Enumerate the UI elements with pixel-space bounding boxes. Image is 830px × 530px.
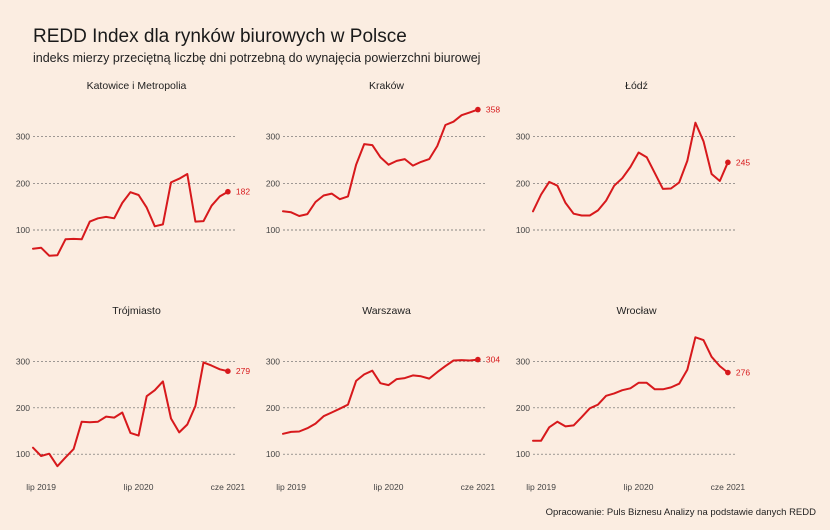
end-value-label: 182 xyxy=(236,187,250,197)
panel-krakow: Kraków 100 200 300 358 xyxy=(266,80,501,235)
y-tick-label: 300 xyxy=(516,132,530,142)
x-tick-label: lip 2019 xyxy=(276,482,306,492)
end-value-label: 304 xyxy=(486,355,500,365)
y-tick-label: 300 xyxy=(516,356,530,366)
panel-lodz: Łódź 100 200 300 245 xyxy=(516,80,751,235)
end-point xyxy=(725,369,731,376)
x-tick-label: lip 2020 xyxy=(624,482,654,492)
y-tick-label: 200 xyxy=(16,178,30,188)
y-tick-label: 100 xyxy=(266,225,280,235)
chart-title: REDD Index dla rynków biurowych w Polsce xyxy=(33,26,407,47)
end-value-label: 276 xyxy=(736,368,750,378)
series-line xyxy=(32,173,229,257)
y-tick-label: 200 xyxy=(266,403,280,413)
panel-title: Wrocław xyxy=(616,305,656,317)
y-tick-label: 100 xyxy=(516,225,530,235)
chart-subtitle: indeks mierzy przeciętną liczbę dni potr… xyxy=(33,51,481,65)
panel-katowice-i-metropolia: Katowice i Metropolia 100 200 300 182 xyxy=(16,80,250,257)
y-tick-label: 300 xyxy=(266,132,280,142)
panel-title: Trójmiasto xyxy=(112,305,161,317)
panel-wroclaw: Wrocław 100 200 300 lip 2019 lip 2020 cze 2021… xyxy=(516,305,751,492)
y-tick-label: 300 xyxy=(266,356,280,366)
end-point xyxy=(225,188,231,195)
y-tick-label: 200 xyxy=(266,178,280,188)
end-point xyxy=(475,356,481,363)
y-tick-label: 200 xyxy=(516,178,530,188)
panel-title: Kraków xyxy=(369,80,404,92)
series-line xyxy=(32,361,229,468)
y-tick-label: 100 xyxy=(16,449,30,459)
y-tick-label: 200 xyxy=(16,403,30,413)
series-line xyxy=(282,108,479,217)
y-tick-label: 100 xyxy=(16,225,30,235)
x-tick-label: cze 2021 xyxy=(711,482,746,492)
end-value-label: 279 xyxy=(236,366,250,376)
end-value-label: 245 xyxy=(736,157,750,167)
series-line xyxy=(532,121,729,217)
x-tick-label: lip 2020 xyxy=(124,482,154,492)
panel-title: Katowice i Metropolia xyxy=(87,80,187,92)
end-point xyxy=(225,368,231,374)
y-tick-label: 300 xyxy=(16,132,30,142)
y-tick-label: 100 xyxy=(516,449,530,459)
x-tick-label: lip 2019 xyxy=(26,482,56,492)
y-tick-label: 100 xyxy=(266,449,280,459)
source-caption: Opracowanie: Puls Biznesu Analizy na pod… xyxy=(545,507,816,518)
x-tick-label: lip 2019 xyxy=(526,482,556,492)
x-tick-label: cze 2021 xyxy=(461,482,496,492)
end-point xyxy=(475,106,481,113)
y-tick-label: 300 xyxy=(16,356,30,366)
series-line xyxy=(282,358,479,435)
y-tick-label: 200 xyxy=(516,403,530,413)
panel-title: Łódź xyxy=(625,80,648,92)
panel-warszawa: Warszawa 100 200 300 lip 2019 lip 2020 cze 202… xyxy=(266,305,501,492)
x-tick-label: lip 2020 xyxy=(374,482,404,492)
series-line xyxy=(532,336,729,442)
panel-title: Warszawa xyxy=(362,305,411,317)
x-tick-label: cze 2021 xyxy=(211,482,246,492)
end-value-label: 358 xyxy=(486,105,500,115)
panel-trojmiasto: Trójmiasto 100 200 300 lip 2019 lip 2020 cze 2… xyxy=(16,305,251,492)
end-point xyxy=(725,159,731,166)
